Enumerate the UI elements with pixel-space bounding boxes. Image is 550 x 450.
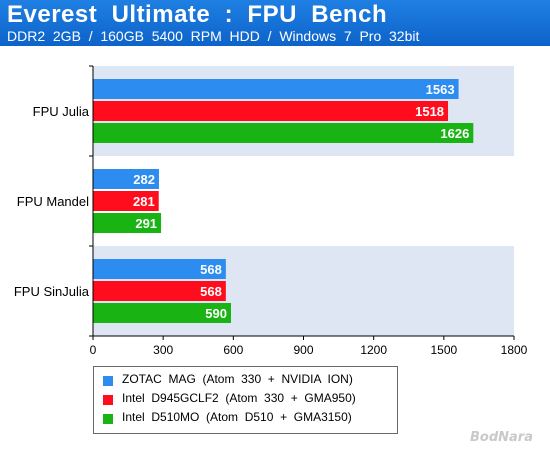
chart-title: Everest Ultimate : FPU Bench <box>7 1 388 28</box>
legend-label: Intel D510MO (Atom D510 + GMA3150) <box>122 410 352 424</box>
bar-value-label: 1626 <box>440 126 469 141</box>
legend-label: Intel D945GCLF2 (Atom 330 + GMA950) <box>122 391 356 405</box>
x-tick-label: 600 <box>223 343 243 357</box>
bar <box>93 79 459 99</box>
bar <box>93 259 226 279</box>
x-tick-label: 0 <box>90 343 97 357</box>
legend: ZOTAC MAG (Atom 330 + NVIDIA ION) Intel … <box>93 366 398 434</box>
legend-swatch-d945gclf2 <box>103 395 113 405</box>
bar-value-label: 568 <box>200 262 222 277</box>
bar-chart: 1563 1518 1626 FPU Julia 282 281 291 FPU Mandel… <box>14 65 528 357</box>
x-tick-label: 1500 <box>430 343 457 357</box>
category-label: FPU Mandel <box>17 194 89 209</box>
bar-value-label: 291 <box>135 216 157 231</box>
bar-value-label: 1518 <box>415 104 444 119</box>
category-label: FPU Julia <box>33 104 90 119</box>
bar <box>93 169 159 189</box>
bar-value-label: 590 <box>205 306 227 321</box>
bar <box>93 123 474 143</box>
bar <box>93 213 162 233</box>
watermark-logo: BodNara <box>470 430 533 445</box>
legend-swatch-d510mo <box>103 414 113 424</box>
x-tick-label: 1800 <box>501 343 528 357</box>
x-tick-label: 300 <box>153 343 173 357</box>
bar-value-label: 568 <box>200 284 222 299</box>
x-tick-label: 900 <box>293 343 313 357</box>
legend-swatch-zotac <box>103 376 113 386</box>
legend-label: ZOTAC MAG (Atom 330 + NVIDIA ION) <box>122 372 353 386</box>
bar <box>93 303 231 323</box>
bar <box>93 281 226 301</box>
category-label: FPU SinJulia <box>14 284 90 299</box>
chart-header: Everest Ultimate : FPU Bench DDR2 2GB / … <box>0 0 550 46</box>
bar <box>93 191 159 211</box>
bar-value-label: 282 <box>133 172 155 187</box>
x-tick-label: 1200 <box>360 343 387 357</box>
chart-subtitle: DDR2 2GB / 160GB 5400 RPM HDD / Windows … <box>7 28 420 44</box>
bar-value-label: 281 <box>133 194 155 209</box>
bar-value-label: 1563 <box>426 82 455 97</box>
bar <box>93 101 449 121</box>
